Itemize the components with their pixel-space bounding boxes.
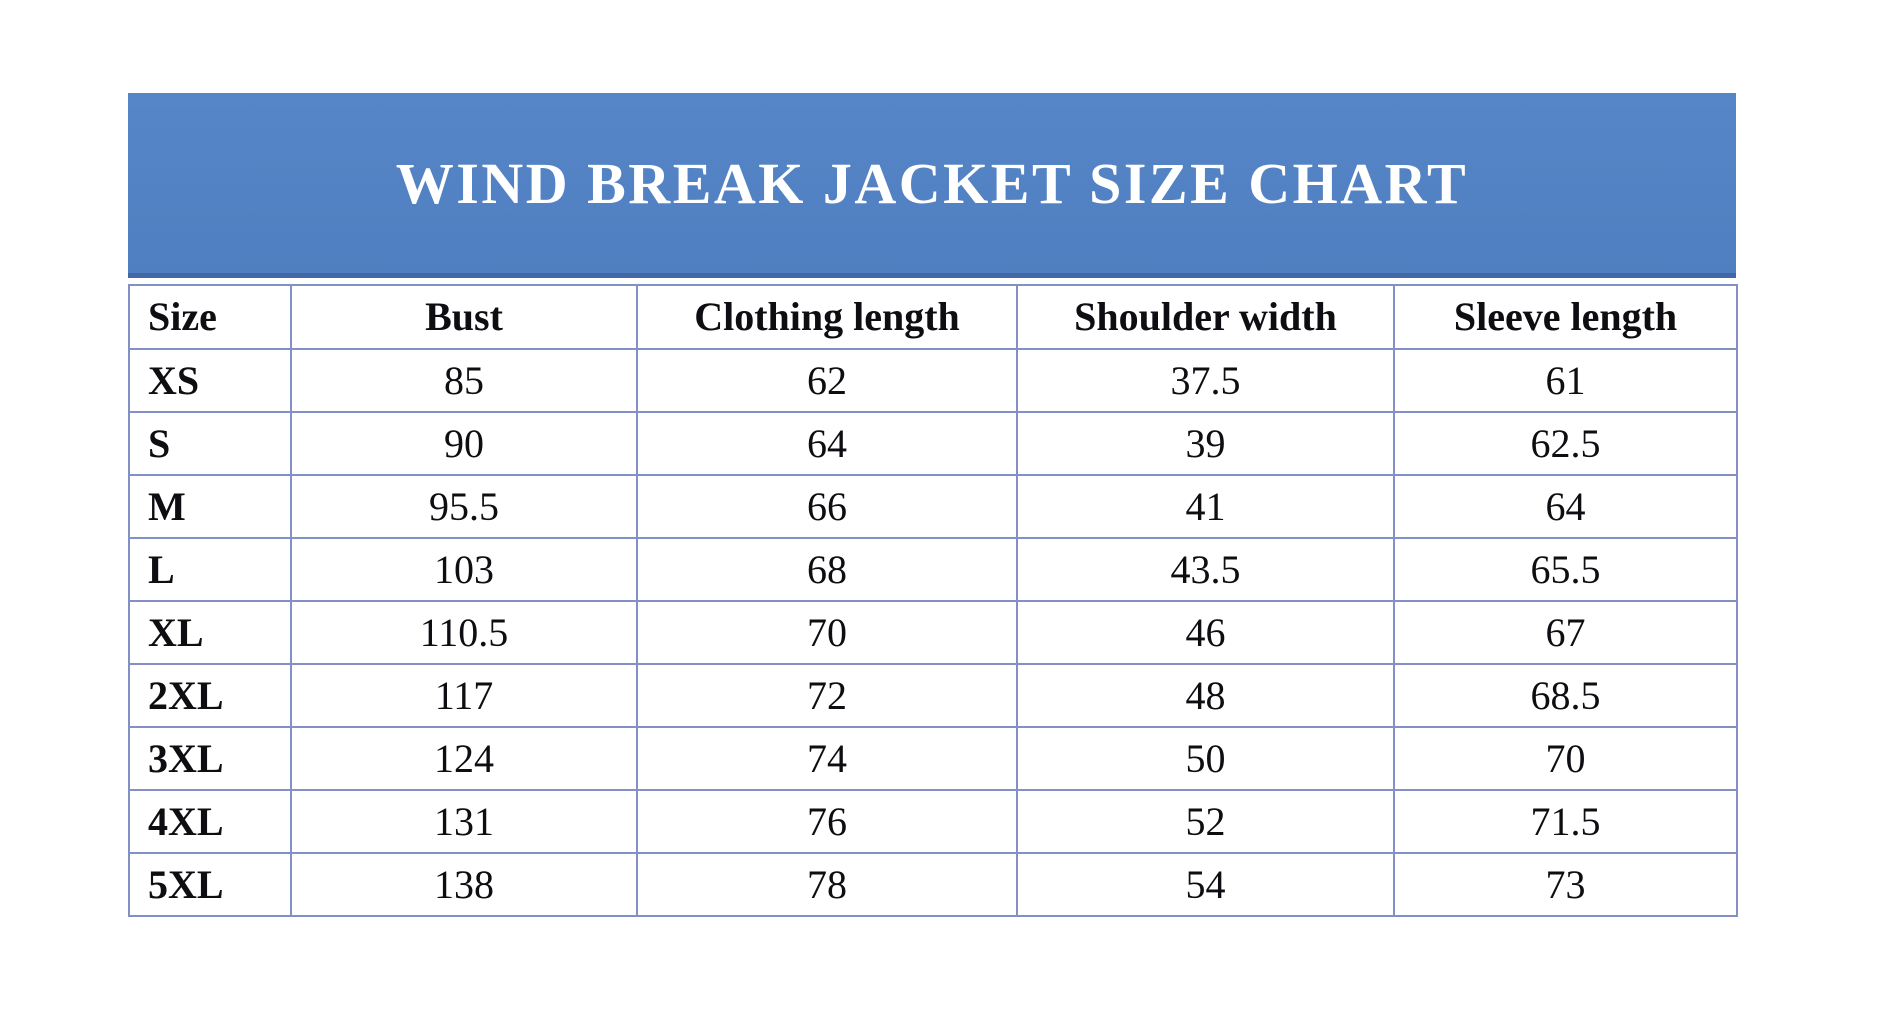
cell-clothing-length: 70 (636, 600, 1018, 665)
column-header-clothing-length: Clothing length (636, 284, 1018, 350)
cell-bust: 138 (290, 852, 638, 917)
cell-clothing-length: 72 (636, 663, 1018, 728)
cell-bust: 117 (290, 663, 638, 728)
cell-shoulder-width: 54 (1016, 852, 1395, 917)
cell-shoulder-width: 52 (1016, 789, 1395, 854)
cell-clothing-length: 76 (636, 789, 1018, 854)
table-row-l: L 103 68 43.5 65.5 (128, 537, 1738, 602)
size-chart-panel: WIND BREAK JACKET SIZE CHART Size Bust C… (128, 93, 1738, 917)
cell-clothing-length: 68 (636, 537, 1018, 602)
table-row-m: M 95.5 66 41 64 (128, 474, 1738, 539)
cell-clothing-length: 78 (636, 852, 1018, 917)
cell-sleeve-length: 71.5 (1393, 789, 1738, 854)
cell-sleeve-length: 68.5 (1393, 663, 1738, 728)
cell-sleeve-length: 62.5 (1393, 411, 1738, 476)
cell-size: 3XL (128, 726, 292, 791)
cell-sleeve-length: 73 (1393, 852, 1738, 917)
cell-sleeve-length: 70 (1393, 726, 1738, 791)
table-row-s: S 90 64 39 62.5 (128, 411, 1738, 476)
cell-clothing-length: 74 (636, 726, 1018, 791)
size-table: Size Bust Clothing length Shoulder width… (128, 284, 1738, 917)
cell-bust: 95.5 (290, 474, 638, 539)
cell-bust: 85 (290, 348, 638, 413)
cell-size: 4XL (128, 789, 292, 854)
cell-clothing-length: 64 (636, 411, 1018, 476)
cell-bust: 131 (290, 789, 638, 854)
cell-sleeve-length: 67 (1393, 600, 1738, 665)
cell-size: XS (128, 348, 292, 413)
table-row-4xl: 4XL 131 76 52 71.5 (128, 789, 1738, 854)
cell-shoulder-width: 50 (1016, 726, 1395, 791)
cell-sleeve-length: 64 (1393, 474, 1738, 539)
column-header-size: Size (128, 284, 292, 350)
column-header-sleeve-length: Sleeve length (1393, 284, 1738, 350)
cell-bust: 103 (290, 537, 638, 602)
table-row-xl: XL 110.5 70 46 67 (128, 600, 1738, 665)
cell-size: L (128, 537, 292, 602)
cell-bust: 124 (290, 726, 638, 791)
cell-shoulder-width: 48 (1016, 663, 1395, 728)
column-header-bust: Bust (290, 284, 638, 350)
column-header-shoulder-width: Shoulder width (1016, 284, 1395, 350)
cell-shoulder-width: 43.5 (1016, 537, 1395, 602)
table-row-3xl: 3XL 124 74 50 70 (128, 726, 1738, 791)
cell-size: XL (128, 600, 292, 665)
cell-bust: 110.5 (290, 600, 638, 665)
cell-clothing-length: 62 (636, 348, 1018, 413)
cell-size: 5XL (128, 852, 292, 917)
cell-shoulder-width: 37.5 (1016, 348, 1395, 413)
table-row-5xl: 5XL 138 78 54 73 (128, 852, 1738, 917)
cell-shoulder-width: 41 (1016, 474, 1395, 539)
cell-bust: 90 (290, 411, 638, 476)
table-row-xs: XS 85 62 37.5 61 (128, 348, 1738, 413)
cell-size: 2XL (128, 663, 292, 728)
cell-sleeve-length: 65.5 (1393, 537, 1738, 602)
cell-shoulder-width: 39 (1016, 411, 1395, 476)
cell-shoulder-width: 46 (1016, 600, 1395, 665)
cell-size: M (128, 474, 292, 539)
cell-clothing-length: 66 (636, 474, 1018, 539)
cell-size: S (128, 411, 292, 476)
table-row-2xl: 2XL 117 72 48 68.5 (128, 663, 1738, 728)
title-banner: WIND BREAK JACKET SIZE CHART (128, 93, 1736, 278)
cell-sleeve-length: 61 (1393, 348, 1738, 413)
page-title: WIND BREAK JACKET SIZE CHART (395, 150, 1469, 216)
header-row: Size Bust Clothing length Shoulder width… (128, 284, 1738, 350)
